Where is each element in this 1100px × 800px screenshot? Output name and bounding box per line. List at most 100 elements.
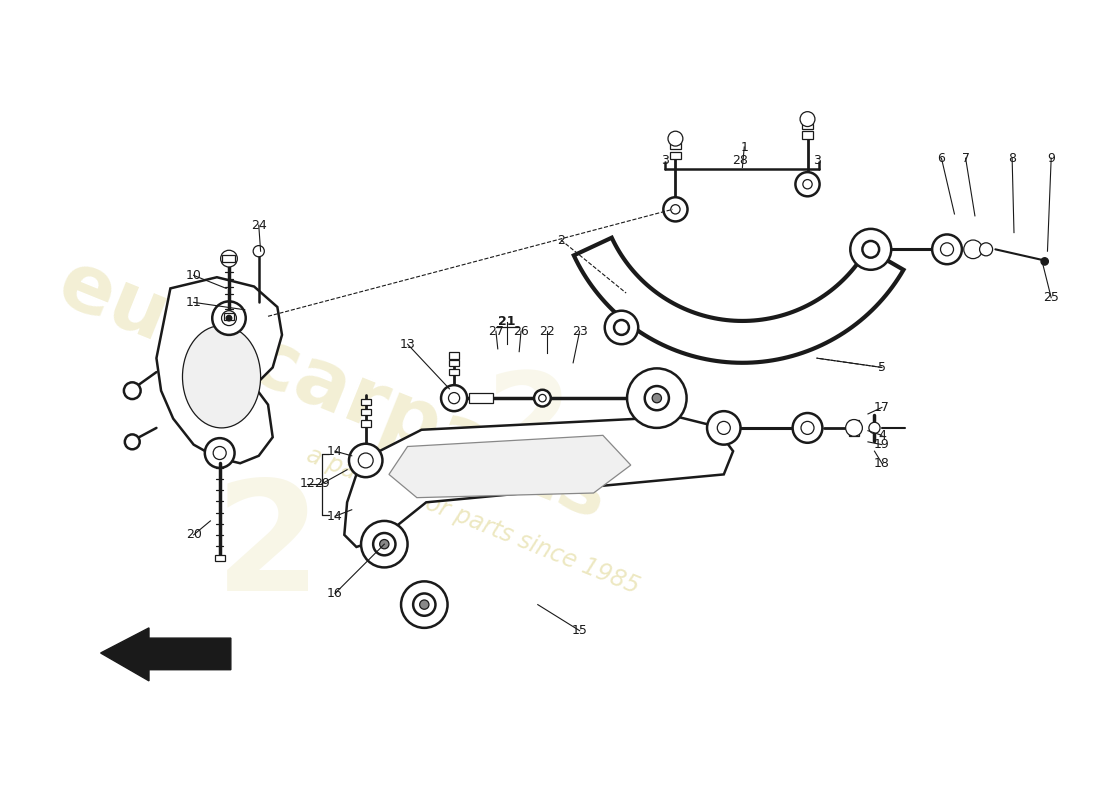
Circle shape: [414, 594, 436, 616]
Text: 2: 2: [214, 474, 321, 623]
Circle shape: [221, 310, 236, 326]
Bar: [802, 131, 813, 138]
Circle shape: [862, 241, 879, 258]
Text: 9: 9: [1047, 152, 1055, 165]
Circle shape: [379, 539, 389, 549]
Text: 13: 13: [399, 338, 416, 350]
Circle shape: [349, 444, 383, 477]
Bar: [361, 419, 371, 427]
Circle shape: [605, 310, 638, 344]
Bar: [361, 409, 371, 415]
Circle shape: [227, 315, 232, 321]
Text: 27: 27: [488, 325, 504, 338]
Circle shape: [717, 422, 730, 434]
Circle shape: [652, 394, 661, 402]
Text: 23: 23: [572, 325, 587, 338]
Text: 10: 10: [186, 269, 201, 282]
Circle shape: [449, 393, 460, 404]
Text: 21: 21: [498, 315, 516, 328]
Circle shape: [668, 131, 683, 146]
Text: 5: 5: [878, 361, 886, 374]
Circle shape: [212, 302, 245, 335]
Circle shape: [869, 422, 880, 434]
Circle shape: [803, 179, 812, 189]
Bar: [222, 255, 235, 262]
Text: 4: 4: [878, 429, 886, 442]
Circle shape: [645, 386, 669, 410]
Text: 12: 12: [299, 478, 315, 490]
Circle shape: [441, 385, 468, 411]
Bar: [470, 393, 493, 403]
Circle shape: [361, 521, 408, 567]
Text: 2: 2: [557, 234, 565, 246]
Text: 19: 19: [874, 438, 890, 451]
Polygon shape: [100, 628, 231, 681]
Circle shape: [373, 533, 396, 555]
Text: 1: 1: [740, 141, 748, 154]
Text: 26: 26: [514, 325, 529, 338]
Circle shape: [402, 582, 448, 628]
Circle shape: [932, 234, 961, 264]
Circle shape: [800, 112, 815, 126]
Circle shape: [801, 422, 814, 434]
Bar: [224, 313, 234, 319]
Bar: [670, 152, 681, 159]
Text: a passion for parts since 1985: a passion for parts since 1985: [302, 443, 642, 599]
Circle shape: [253, 246, 264, 257]
Circle shape: [663, 198, 688, 222]
Circle shape: [1041, 258, 1048, 265]
Polygon shape: [344, 417, 733, 547]
Polygon shape: [156, 278, 282, 463]
Circle shape: [707, 411, 740, 445]
Text: 20: 20: [186, 528, 201, 542]
Circle shape: [359, 453, 373, 468]
Circle shape: [535, 390, 551, 406]
Text: 18: 18: [874, 457, 890, 470]
Bar: [214, 555, 224, 562]
Bar: [449, 370, 459, 375]
Text: 14: 14: [327, 510, 343, 522]
Text: 29: 29: [315, 478, 330, 490]
Text: 6: 6: [937, 152, 945, 165]
Text: 16: 16: [327, 587, 343, 600]
Text: 2: 2: [485, 367, 572, 489]
Circle shape: [980, 243, 992, 256]
Circle shape: [940, 243, 954, 256]
Bar: [670, 143, 681, 149]
Bar: [361, 398, 371, 405]
Circle shape: [539, 394, 546, 402]
Bar: [802, 124, 813, 130]
Bar: [849, 419, 859, 436]
Bar: [449, 352, 459, 358]
Circle shape: [846, 419, 862, 436]
Circle shape: [221, 250, 238, 267]
Circle shape: [795, 172, 820, 196]
Circle shape: [420, 600, 429, 610]
Text: 25: 25: [1043, 291, 1059, 304]
Circle shape: [964, 240, 982, 258]
Text: 8: 8: [1008, 152, 1016, 165]
Circle shape: [627, 368, 686, 428]
Circle shape: [850, 229, 891, 270]
Text: 15: 15: [572, 624, 587, 637]
Polygon shape: [389, 435, 630, 498]
Circle shape: [124, 434, 140, 450]
Circle shape: [205, 438, 234, 468]
Bar: [449, 360, 459, 366]
Circle shape: [671, 205, 680, 214]
Circle shape: [793, 413, 823, 442]
Circle shape: [213, 446, 227, 459]
Text: 11: 11: [186, 296, 201, 309]
Ellipse shape: [183, 326, 261, 428]
Text: 24: 24: [251, 218, 266, 232]
Text: 17: 17: [874, 401, 890, 414]
Polygon shape: [574, 238, 903, 362]
Text: 28: 28: [733, 154, 748, 166]
Text: 22: 22: [539, 325, 556, 338]
Text: 3: 3: [813, 154, 821, 166]
Text: 7: 7: [961, 152, 969, 165]
Text: eurocarparts: eurocarparts: [46, 245, 620, 537]
Text: 3: 3: [661, 154, 669, 166]
Circle shape: [614, 320, 629, 335]
Text: 14: 14: [327, 445, 343, 458]
